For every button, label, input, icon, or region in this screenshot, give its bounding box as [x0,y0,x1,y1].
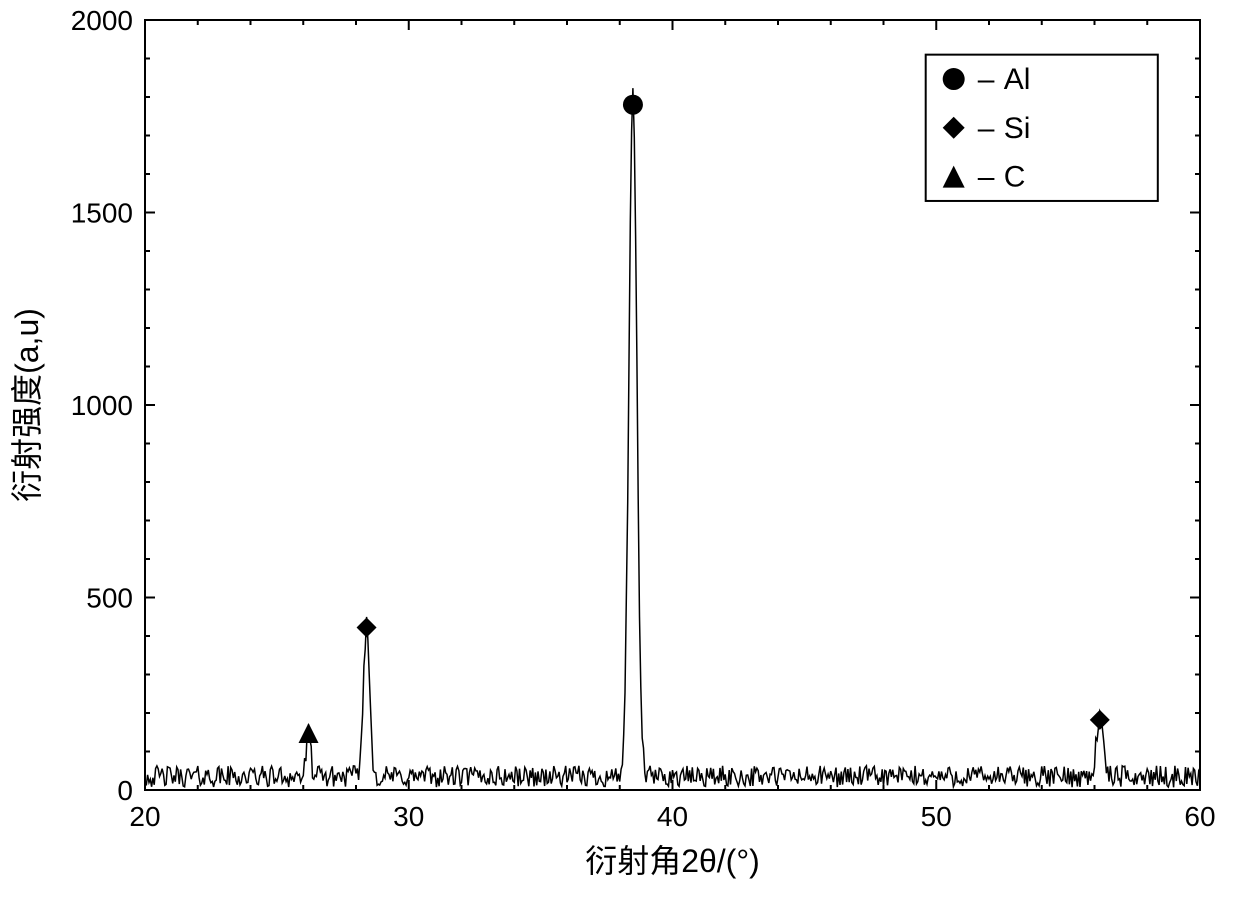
legend-label: Si [1004,112,1031,145]
x-tick-label: 60 [1184,801,1215,832]
x-tick-label: 50 [921,801,952,832]
x-tick-label: 40 [657,801,688,832]
y-tick-label: 0 [117,775,133,806]
legend-marker-diamond-icon [943,117,965,139]
peak-marker-circle-icon [623,95,643,115]
legend-marker-triangle-icon [943,166,965,188]
y-axis-title: 衍射强度(a,u) [9,308,45,502]
xrd-chart: 20 30 40 50 60 衍射角2θ/(°) 0 500 1000 1500 2000 衍射强度(… [0,0,1240,911]
legend-dash: – [978,161,995,194]
legend-label: C [1004,161,1026,194]
x-tick-label: 20 [129,801,160,832]
y-tick-label: 1000 [71,390,133,421]
y-tick-label: 500 [86,583,133,614]
xrd-trace [145,88,1200,787]
legend-marker-circle-icon [943,68,965,90]
peak-marker-triangle-icon [299,723,319,743]
legend-label: Al [1004,63,1031,96]
legend-dash: – [978,63,995,96]
peak-marker-diamond-icon [1090,710,1110,730]
peak-marker-diamond-icon [357,618,377,638]
x-axis-title: 衍射角2θ/(°) [585,843,760,879]
y-tick-label: 1500 [71,198,133,229]
x-tick-label: 30 [393,801,424,832]
y-tick-label: 2000 [71,5,133,36]
legend-dash: – [978,112,995,145]
